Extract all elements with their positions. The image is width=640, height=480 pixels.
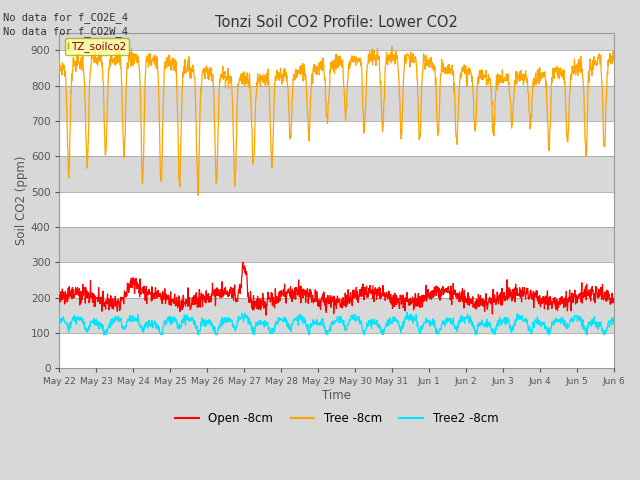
Bar bbox=[60, 156, 614, 192]
Legend: Open -8cm, Tree -8cm, Tree2 -8cm: Open -8cm, Tree -8cm, Tree2 -8cm bbox=[170, 407, 503, 430]
Bar bbox=[60, 192, 614, 227]
Y-axis label: Soil CO2 (ppm): Soil CO2 (ppm) bbox=[15, 156, 28, 245]
Bar bbox=[60, 333, 614, 368]
Bar bbox=[60, 262, 614, 298]
Bar bbox=[60, 227, 614, 262]
Bar bbox=[60, 298, 614, 333]
Text: No data for f_CO2W_4: No data for f_CO2W_4 bbox=[3, 26, 128, 37]
Bar bbox=[60, 121, 614, 156]
Bar bbox=[60, 50, 614, 85]
Title: Tonzi Soil CO2 Profile: Lower CO2: Tonzi Soil CO2 Profile: Lower CO2 bbox=[215, 15, 458, 30]
X-axis label: Time: Time bbox=[322, 389, 351, 402]
Text: No data for f_CO2E_4: No data for f_CO2E_4 bbox=[3, 12, 128, 23]
Bar bbox=[60, 85, 614, 121]
